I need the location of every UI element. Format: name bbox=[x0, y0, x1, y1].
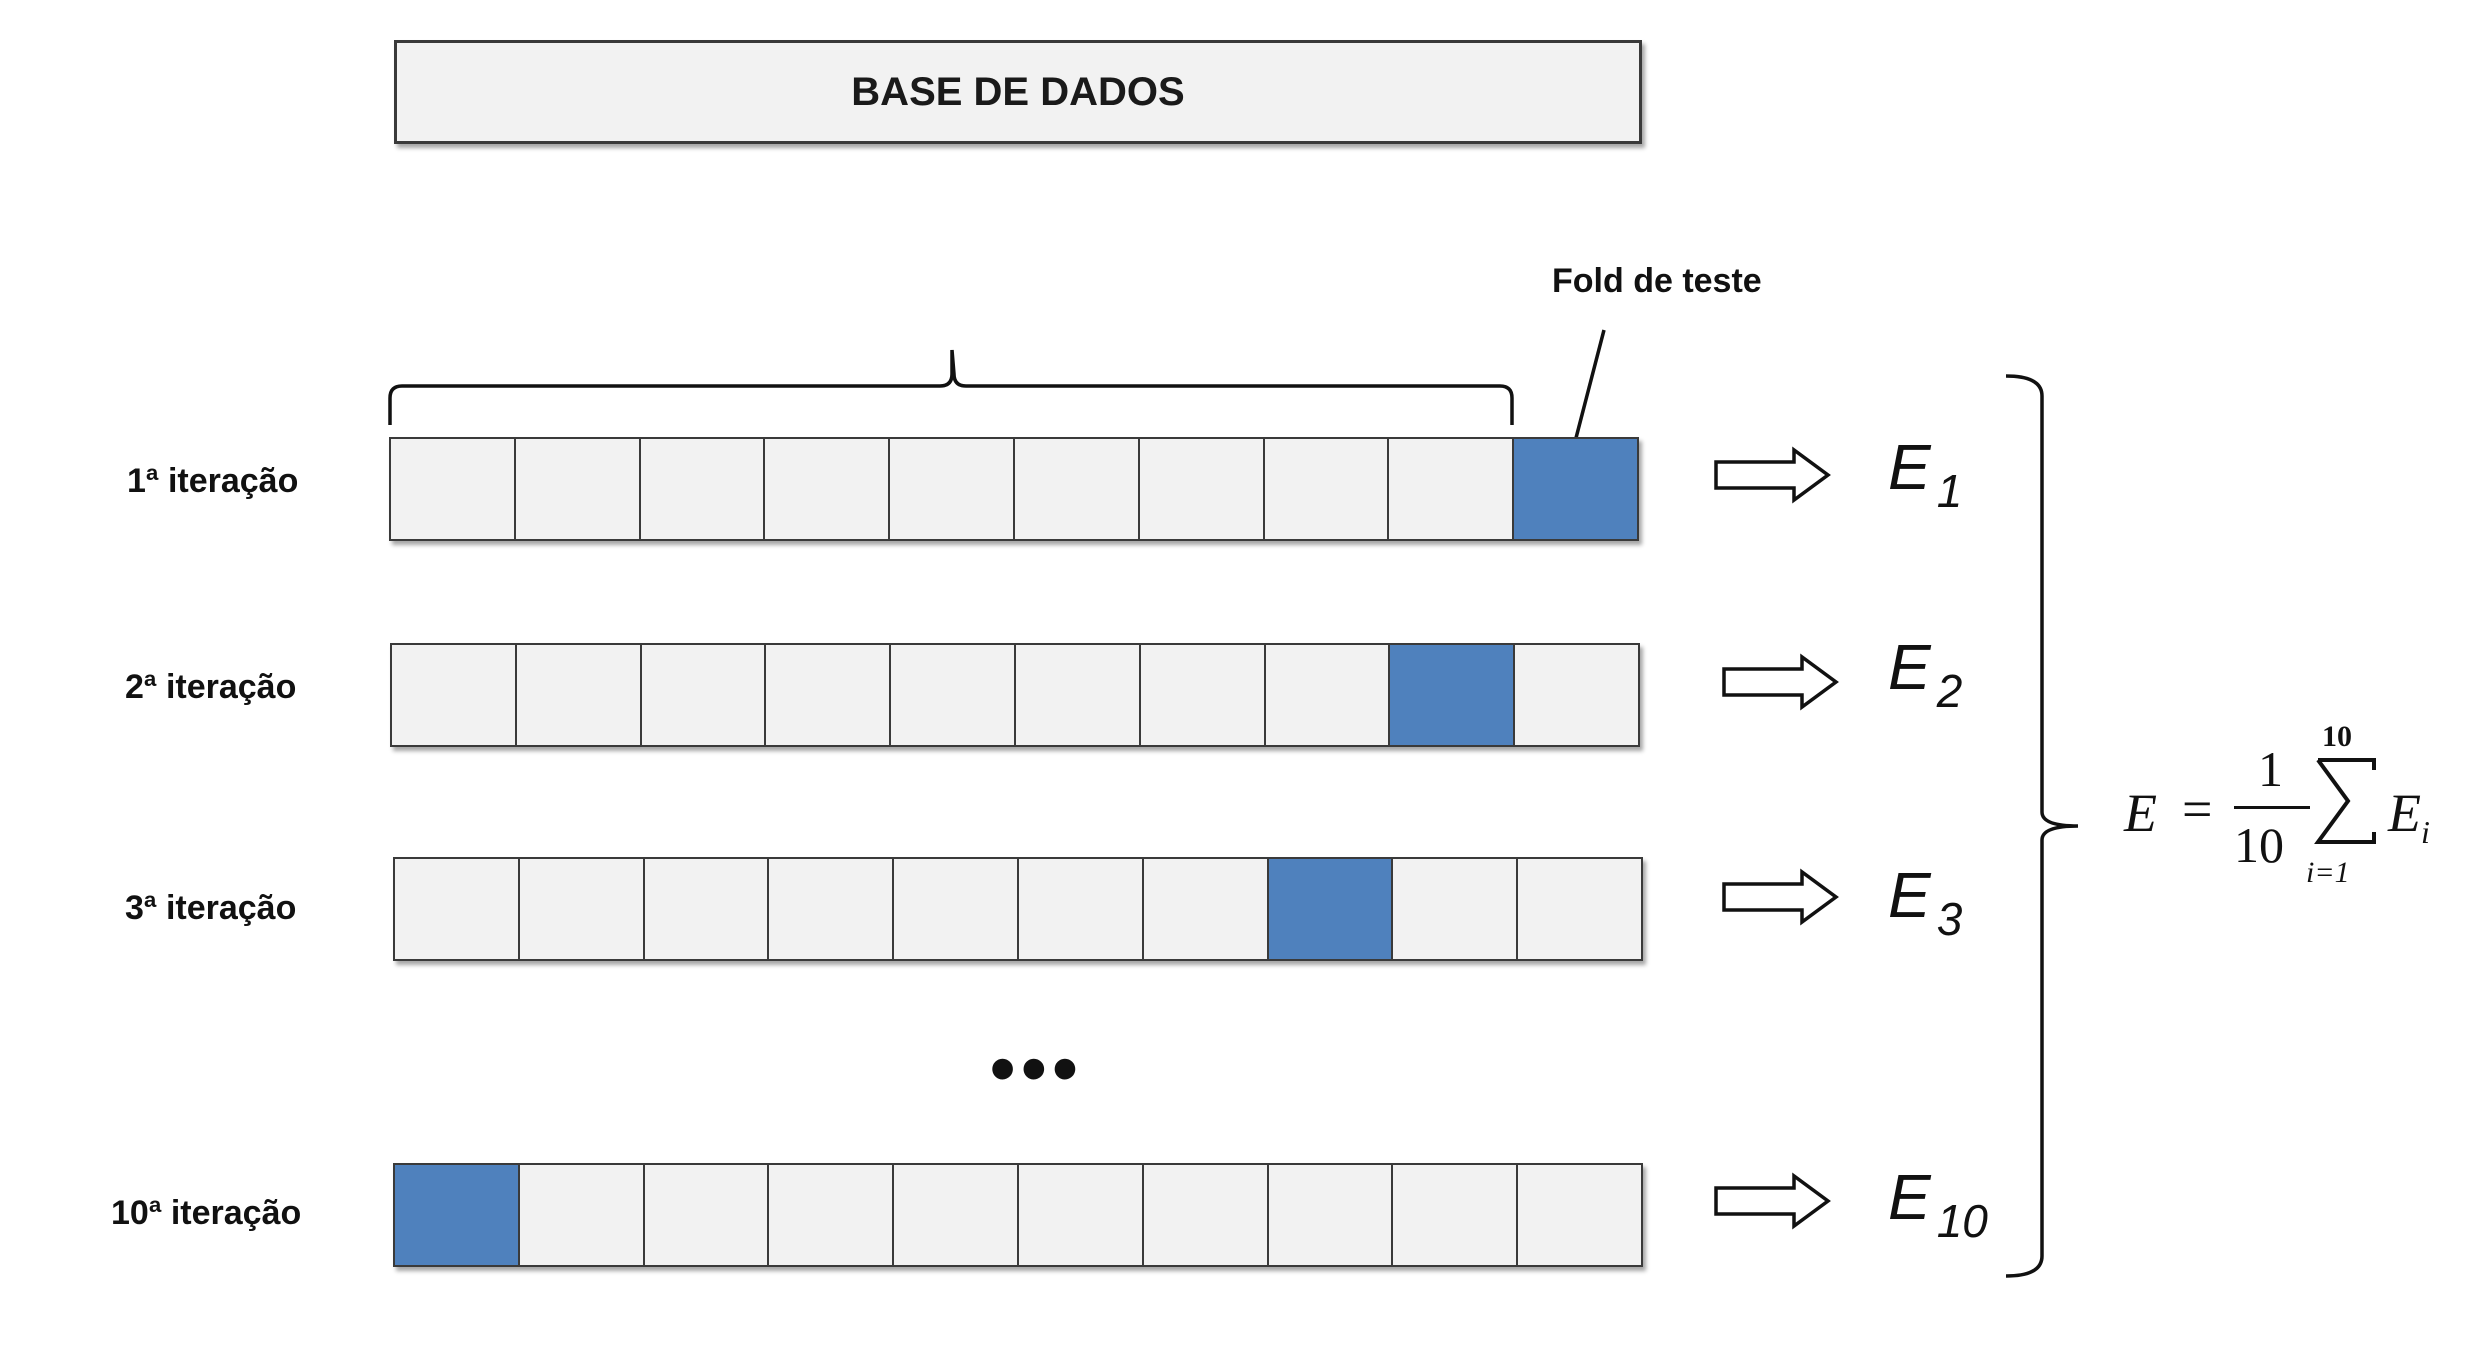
train-fold-cell bbox=[1391, 857, 1519, 961]
train-fold-cell bbox=[642, 1163, 770, 1267]
iteration-label-2: 2ª iteração bbox=[125, 668, 297, 706]
train-fold-cell bbox=[1141, 857, 1269, 961]
train-fold-cell bbox=[389, 437, 516, 541]
train-fold-cell bbox=[767, 1163, 895, 1267]
train-fold-cell bbox=[393, 857, 520, 961]
average-error-formula: E = 1 10 10 i=1 Ei bbox=[2122, 720, 2462, 920]
train-fold-cell bbox=[1263, 643, 1391, 747]
train-fold-cell bbox=[764, 643, 892, 747]
train-fold-cell bbox=[517, 1163, 645, 1267]
test-fold-label: Fold de teste bbox=[1552, 262, 1762, 300]
fraction-bar bbox=[2234, 806, 2310, 809]
train-fold-cell bbox=[638, 437, 766, 541]
train-fold-cell bbox=[892, 857, 1019, 961]
iteration-label-3: 3ª iteração bbox=[125, 889, 297, 927]
train-fold-cell bbox=[1016, 857, 1144, 961]
train-fold-cell bbox=[514, 643, 642, 747]
iteration-label-10: 10ª iteração bbox=[111, 1194, 302, 1232]
train-fold-cell bbox=[1262, 437, 1390, 541]
error-label-10: E 10 bbox=[1888, 1161, 1988, 1247]
train-fold-cell bbox=[390, 643, 517, 747]
ellipsis: ••• bbox=[990, 1029, 1084, 1109]
test-fold-cell bbox=[393, 1163, 520, 1267]
formula-lhs: E bbox=[2124, 783, 2157, 843]
iteration-label-1: 1ª iteração bbox=[127, 462, 299, 500]
fold-row-1 bbox=[389, 437, 1639, 541]
arrow-2 bbox=[1722, 653, 1839, 711]
arrow-1 bbox=[1714, 446, 1831, 504]
training-folds-brace bbox=[388, 349, 1514, 425]
train-fold-cell bbox=[1387, 437, 1515, 541]
test-fold-cell bbox=[1512, 437, 1639, 541]
train-fold-cell bbox=[892, 1163, 1019, 1267]
train-fold-cell bbox=[767, 857, 895, 961]
formula-numerator: 1 bbox=[2258, 741, 2283, 797]
sigma-icon bbox=[2314, 758, 2376, 844]
train-fold-cell bbox=[888, 437, 1015, 541]
train-fold-cell bbox=[763, 437, 891, 541]
train-fold-cell bbox=[1141, 1163, 1269, 1267]
train-fold-cell bbox=[1012, 437, 1140, 541]
test-fold-pointer bbox=[1574, 329, 1606, 439]
formula-sum-lower: i=1 bbox=[2306, 856, 2350, 889]
formula-sum-upper: 10 bbox=[2322, 720, 2352, 753]
train-fold-cell bbox=[517, 857, 645, 961]
arrow-3 bbox=[1722, 868, 1839, 926]
fold-row-2 bbox=[390, 643, 1640, 747]
arrow-4 bbox=[1714, 1172, 1831, 1230]
train-fold-cell bbox=[1391, 1163, 1519, 1267]
test-fold-cell bbox=[1266, 857, 1394, 961]
train-fold-cell bbox=[1137, 437, 1265, 541]
test-fold-cell bbox=[1388, 643, 1516, 747]
formula-equals: = bbox=[2182, 779, 2213, 839]
train-fold-cell bbox=[1013, 643, 1141, 747]
train-fold-cell bbox=[639, 643, 767, 747]
formula-term: Ei bbox=[2388, 783, 2430, 850]
train-fold-cell bbox=[1516, 1163, 1643, 1267]
fold-row-10 bbox=[393, 1163, 1643, 1267]
train-fold-cell bbox=[1266, 1163, 1394, 1267]
train-fold-cell bbox=[1516, 857, 1643, 961]
formula-denominator: 10 bbox=[2234, 817, 2284, 873]
train-fold-cell bbox=[513, 437, 641, 541]
train-fold-cell bbox=[889, 643, 1016, 747]
database-label: BASE DE DADOS bbox=[851, 69, 1185, 114]
train-fold-cell bbox=[642, 857, 770, 961]
summary-brace bbox=[2005, 374, 2079, 1278]
database-box: BASE DE DADOS bbox=[394, 40, 1642, 144]
fold-row-3 bbox=[393, 857, 1643, 961]
train-fold-cell bbox=[1513, 643, 1640, 747]
train-fold-cell bbox=[1138, 643, 1266, 747]
train-fold-cell bbox=[1016, 1163, 1144, 1267]
